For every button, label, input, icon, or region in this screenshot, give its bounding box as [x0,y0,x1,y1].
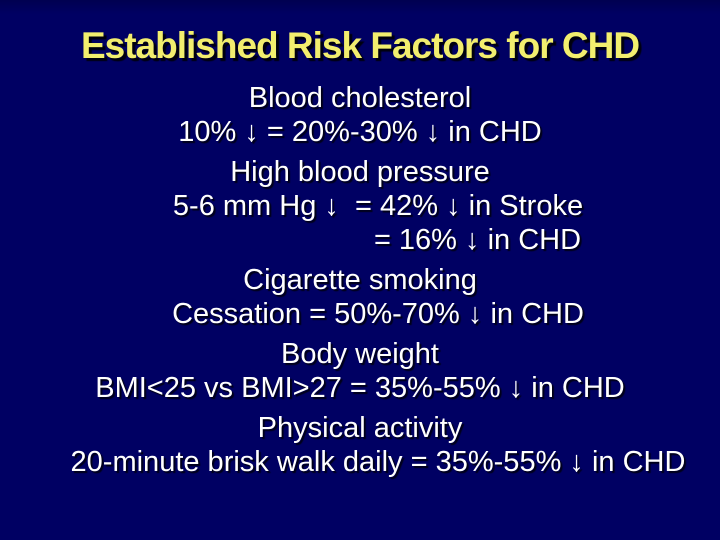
section-heading: Cigarette smoking [243,264,477,296]
section-body-weight: Body weight BMI<25 vs BMI>27 = 35%-55% ↓… [0,337,720,405]
section-detail-line: 5-6 mm Hg ↓ = 42% ↓ in Stroke [172,190,584,222]
section-physical-activity: Physical activity 20-minute brisk walk d… [0,411,720,479]
section-detail-line: 20-minute brisk walk daily = 35%-55% ↓ i… [70,446,686,478]
section-detail-line: BMI<25 vs BMI>27 = 35%-55% ↓ in CHD [95,372,625,404]
section-blood-cholesterol: Blood cholesterol 10% ↓ = 20%-30% ↓ in C… [0,81,720,149]
section-detail-line: = 16% ↓ in CHD [373,224,582,256]
slide-title: Established Risk Factors for CHD [80,25,640,66]
section-cigarette-smoking: Cigarette smoking Cessation = 50%-70% ↓ … [0,263,720,331]
section-high-blood-pressure: High blood pressure 5-6 mm Hg ↓ = 42% ↓ … [0,155,720,257]
section-detail-line: Cessation = 50%-70% ↓ in CHD [172,298,584,330]
section-heading: High blood pressure [230,156,490,188]
section-heading: Physical activity [257,412,463,444]
section-heading: Body weight [281,338,439,370]
section-heading: Blood cholesterol [248,82,472,114]
slide-body: Blood cholesterol 10% ↓ = 20%-30% ↓ in C… [0,81,720,479]
section-detail-line: 10% ↓ = 20%-30% ↓ in CHD [178,116,542,148]
